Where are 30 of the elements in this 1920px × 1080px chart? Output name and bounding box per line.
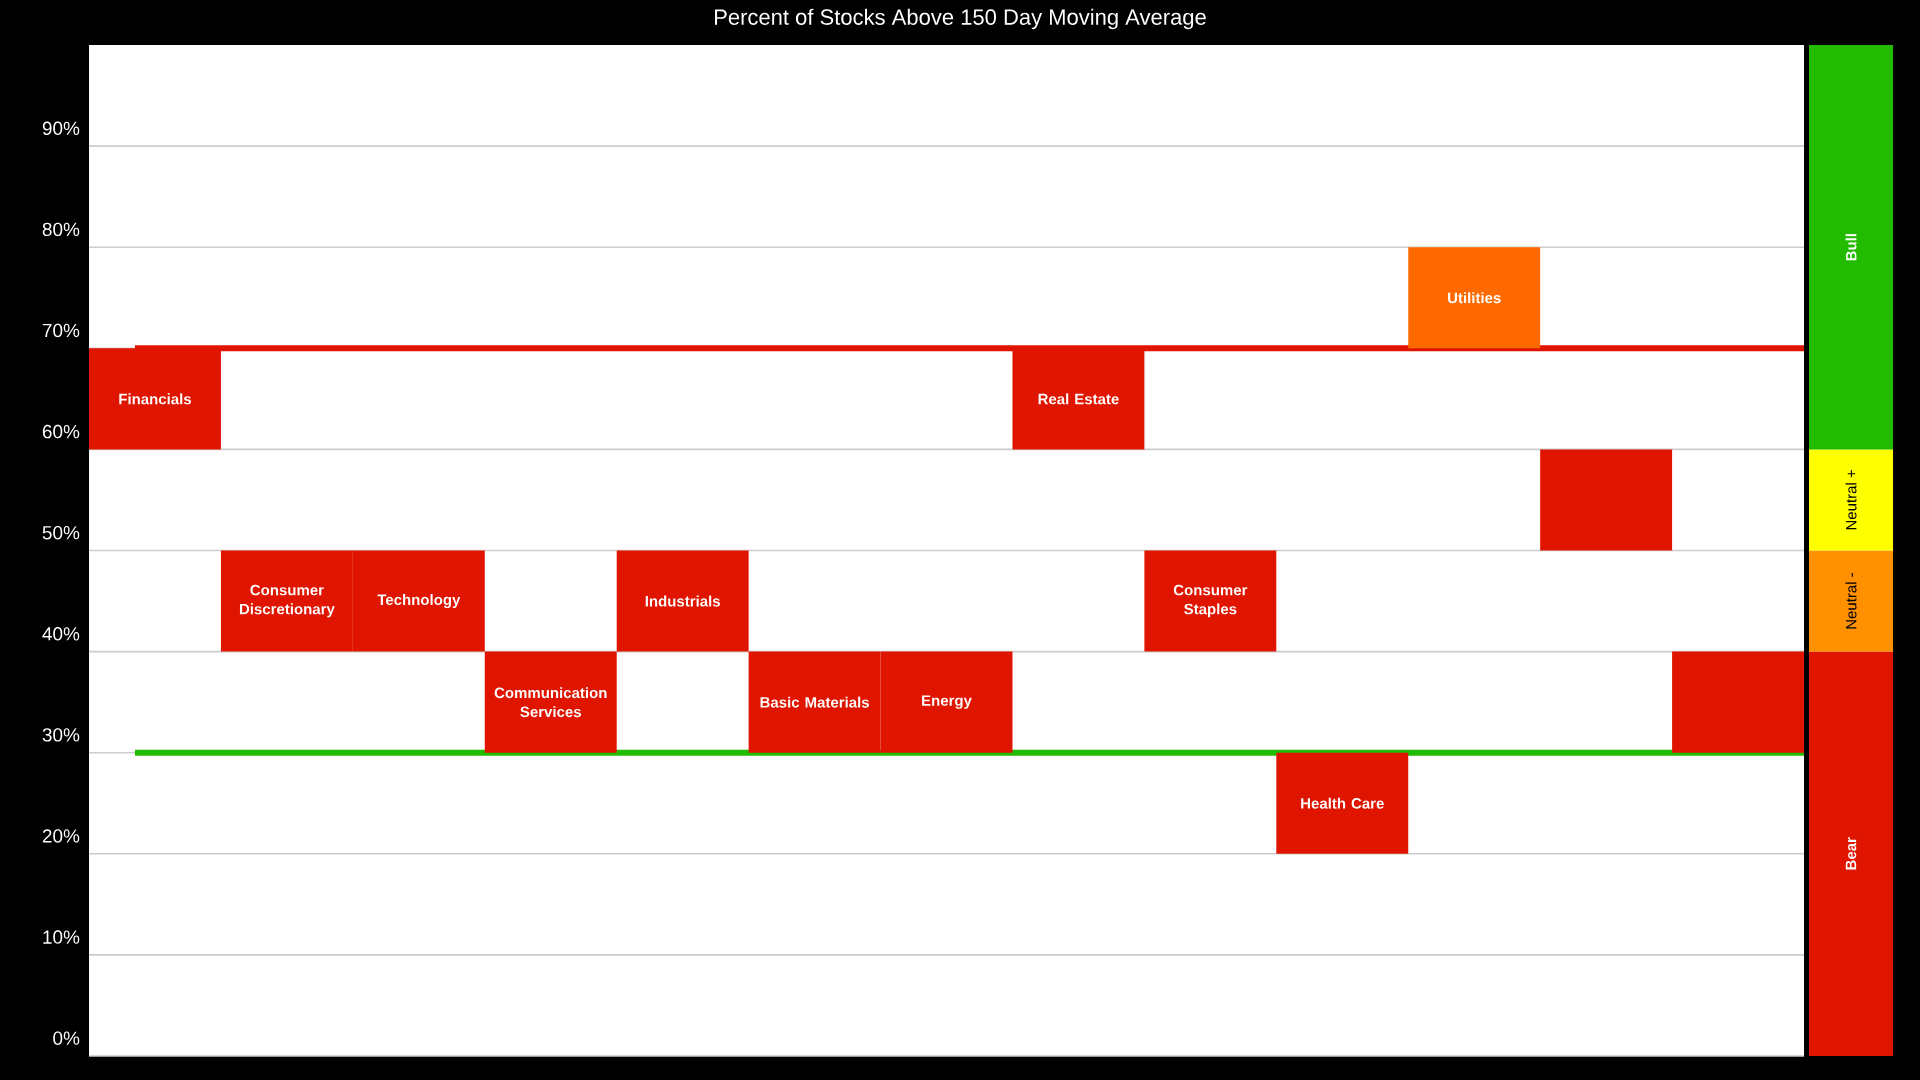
series-label: Neutral + (1845, 470, 1857, 530)
category-label: Health Care (1301, 797, 1384, 809)
category-label: Consumer Staples (1173, 584, 1248, 618)
bar (1809, 449, 1894, 551)
y-tick-label: 0% (53, 1031, 80, 1045)
y-tick-label: 60% (42, 424, 80, 439)
y-tick-label: 80% (42, 222, 80, 237)
y-tick-label: 50% (42, 525, 80, 540)
series-label: Bull (1845, 234, 1857, 261)
series-label: Neutral - (1845, 572, 1857, 629)
category-label: Real Estate (1038, 393, 1119, 405)
bar (1809, 550, 1894, 652)
category-label: Consumer Discretionary (239, 584, 335, 618)
y-tick-label: 70% (42, 323, 80, 338)
category-label: Financials (119, 393, 192, 405)
category-label: Technology (377, 594, 461, 609)
y-tick-label: 30% (42, 728, 80, 742)
y-tick-label: 10% (43, 930, 80, 944)
category-label: Industrials (645, 595, 720, 607)
category-label: Utilities (1448, 292, 1501, 304)
category-label: Basic Materials (760, 696, 869, 708)
bar (1809, 44, 1894, 450)
y-tick-label: 20% (42, 829, 80, 843)
category-label: Energy (922, 695, 972, 709)
bar (1809, 651, 1894, 1056)
series-label: Bear (1845, 837, 1857, 870)
y-tick-label: 90% (42, 121, 80, 136)
category-label: Communication Services (494, 687, 607, 718)
y-tick-label: 40% (42, 627, 80, 641)
chart-title: Percent of Stocks Above 150 Day Moving Average (715, 8, 1206, 30)
